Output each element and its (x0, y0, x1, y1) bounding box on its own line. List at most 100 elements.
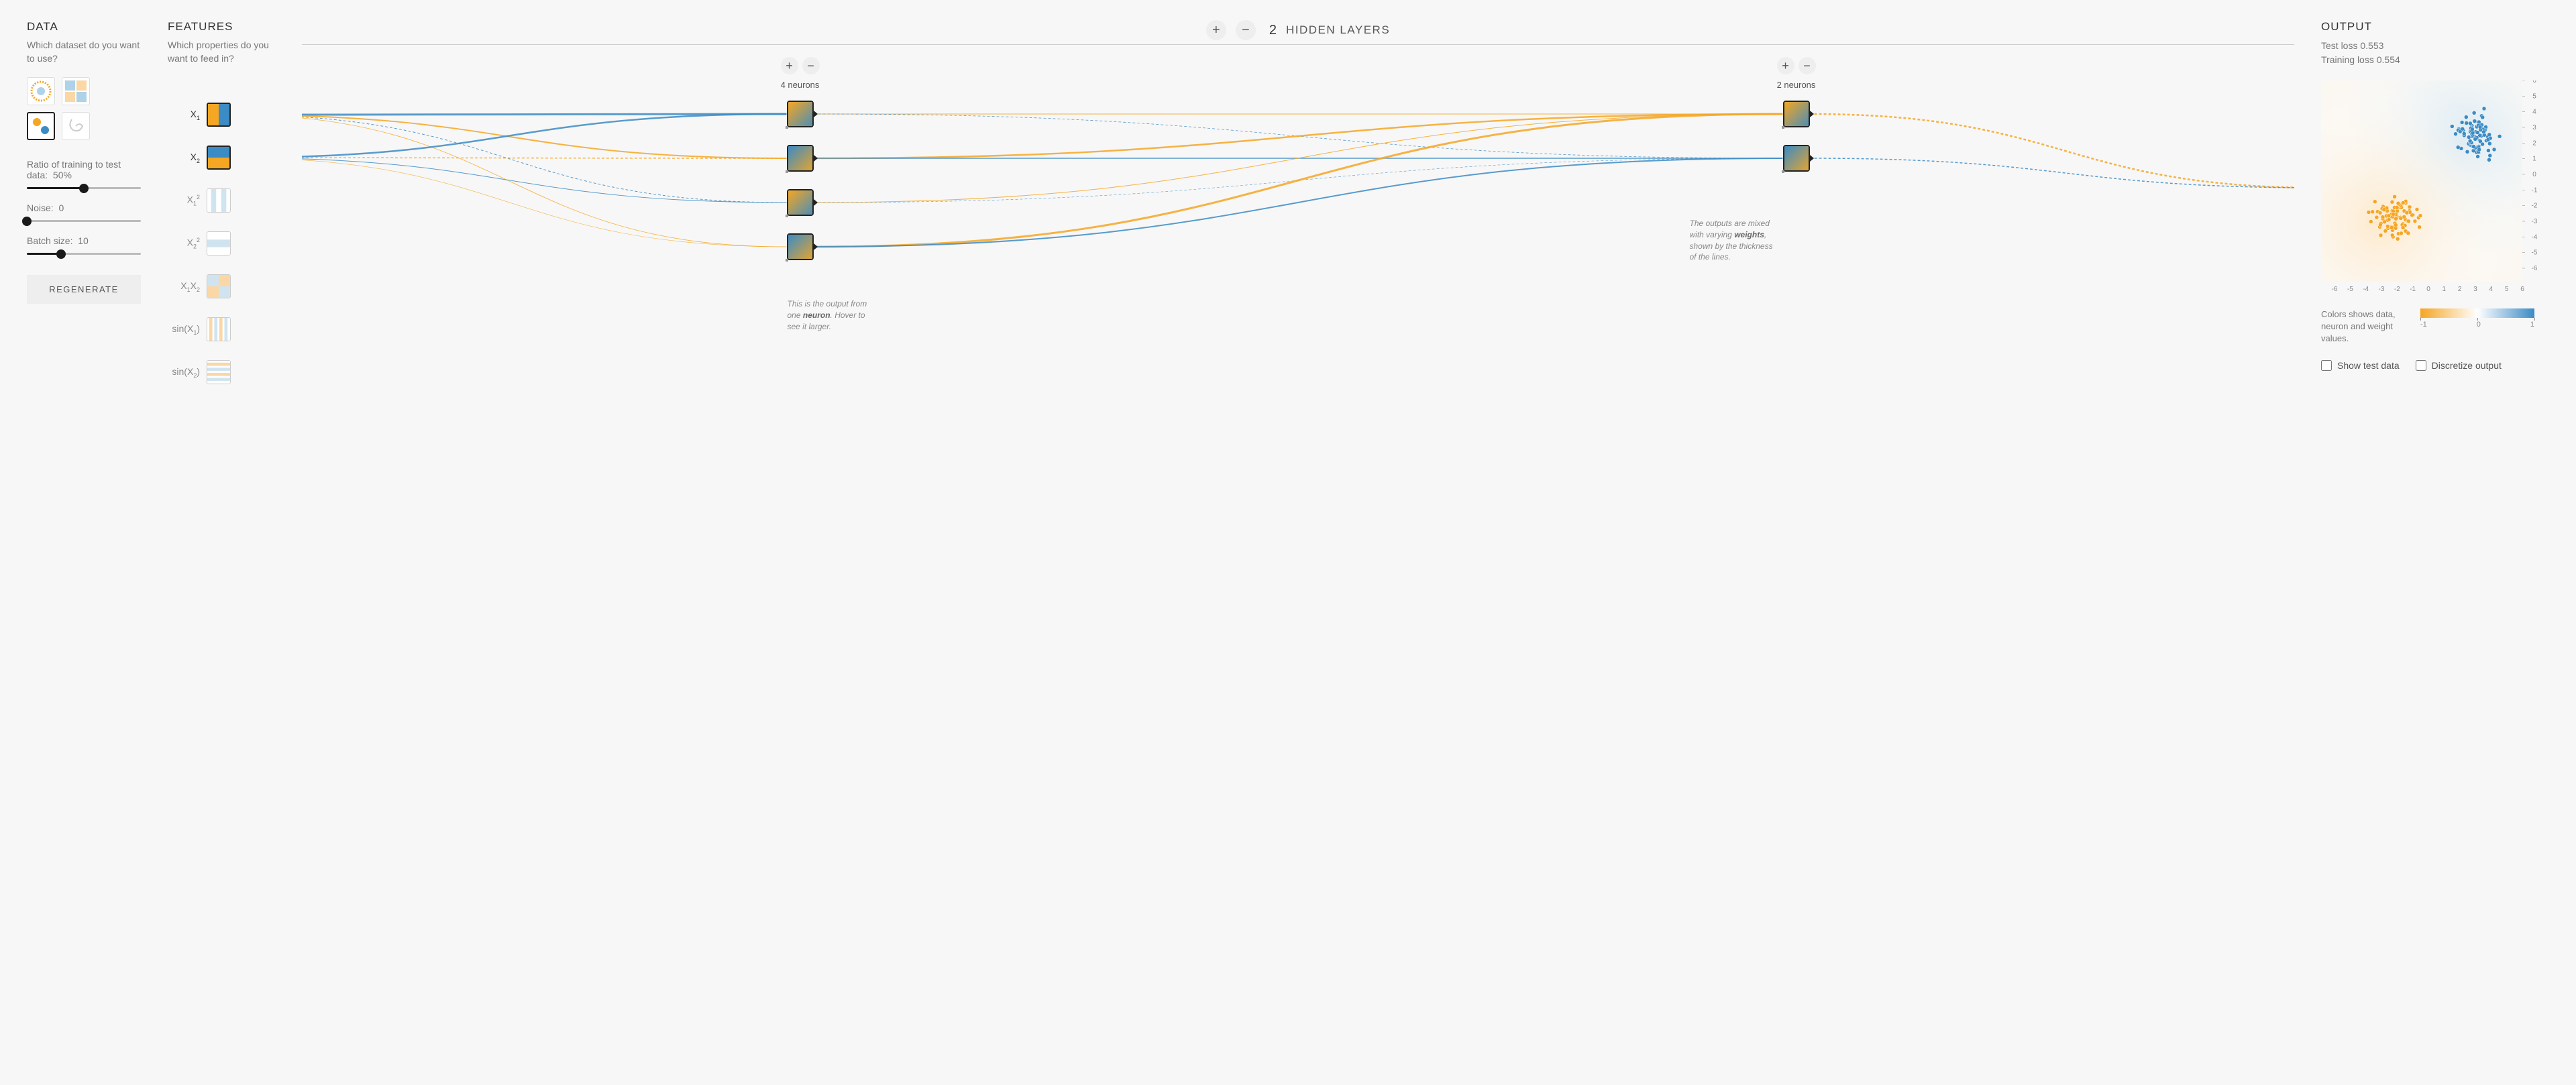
weights-annotation: The outputs are mixed with varying weigh… (1690, 218, 1777, 263)
svg-text:-2: -2 (2394, 286, 2400, 293)
dataset-grid (27, 77, 141, 140)
gradient-strip (2420, 308, 2534, 318)
neuron-0-3[interactable] (787, 233, 814, 260)
features-column: FEATURES Which properties do you want to… (168, 20, 275, 1065)
svg-text:5: 5 (2505, 286, 2509, 293)
layer-1-add-neuron[interactable]: + (1777, 57, 1794, 74)
svg-text:1: 1 (2532, 156, 2536, 163)
feature-label-sinx2: sin(X2) (168, 366, 200, 379)
layer-1-remove-neuron[interactable]: − (1799, 57, 1816, 74)
svg-text:-2: -2 (2532, 203, 2538, 210)
checkbox-input-0[interactable] (2321, 360, 2332, 371)
slider-0[interactable] (27, 187, 141, 189)
output-column: OUTPUT Test loss 0.553 Training loss 0.5… (2321, 20, 2549, 1065)
layer-1-label: 2 neurons (1777, 80, 1816, 90)
feature-x1[interactable]: X1 (168, 103, 275, 127)
layer-1-controls: + − (1777, 57, 1816, 74)
checkbox-row: Show test data Discretize output (2321, 360, 2549, 371)
feature-x2[interactable]: X2 (168, 146, 275, 170)
param-0: Ratio of training to test data: 50% (27, 159, 141, 189)
main-container: DATA Which dataset do you want to use? R… (0, 0, 2576, 1085)
neuron-0-0[interactable] (787, 101, 814, 127)
regenerate-button[interactable]: REGENERATE (27, 275, 141, 304)
svg-text:0: 0 (2426, 286, 2430, 293)
param-label-0: Ratio of training to test data: 50% (27, 159, 141, 180)
param-label-2: Batch size: 10 (27, 235, 141, 246)
layer-count-label: HIDDEN LAYERS (1286, 23, 1390, 37)
svg-text:6: 6 (2520, 286, 2524, 293)
neuron-1-0[interactable] (1783, 101, 1810, 127)
feature-x1sq[interactable]: X12 (168, 188, 275, 213)
svg-text:2: 2 (2532, 139, 2536, 147)
layer-1: + − 2 neurons (1777, 57, 1816, 339)
feature-sinx1[interactable]: sin(X1) (168, 317, 275, 341)
network-header: + − 2 HIDDEN LAYERS (302, 20, 2294, 40)
feature-thumb-x2sq (207, 231, 231, 255)
svg-text:-5: -5 (2532, 249, 2538, 257)
layer-0-add-neuron[interactable]: + (781, 57, 798, 74)
param-2: Batch size: 10 (27, 235, 141, 255)
gradient-ticks: -1 0 1 (2420, 321, 2534, 329)
connections-svg (302, 57, 2294, 339)
slider-1[interactable] (27, 220, 141, 222)
feature-thumb-sinx1 (207, 317, 231, 341)
svg-text:1: 1 (2443, 286, 2447, 293)
dataset-thumb-xor[interactable] (62, 77, 90, 105)
svg-text:5: 5 (2532, 93, 2536, 100)
svg-text:3: 3 (2532, 124, 2536, 131)
data-subtitle: Which dataset do you want to use? (27, 39, 141, 65)
feature-thumb-sinx2 (207, 360, 231, 384)
svg-text:-5: -5 (2347, 286, 2353, 293)
svg-text:0: 0 (2532, 171, 2536, 178)
svg-text:-1: -1 (2410, 286, 2416, 293)
feature-thumb-x1x2 (207, 274, 231, 298)
svg-text:-4: -4 (2532, 233, 2538, 241)
training-loss-line: Training loss 0.554 (2321, 53, 2549, 67)
checkbox-0[interactable]: Show test data (2321, 360, 2400, 371)
neuron-0-1[interactable] (787, 145, 814, 172)
feature-thumb-x1 (207, 103, 231, 127)
svg-text:-4: -4 (2363, 286, 2369, 293)
neuron-annotation: This is the output from one neuron. Hove… (788, 298, 875, 332)
feature-label-x1sq: X12 (168, 194, 200, 207)
dataset-thumb-circle[interactable] (27, 77, 55, 105)
feature-x1x2[interactable]: X1X2 (168, 274, 275, 298)
svg-text:2: 2 (2458, 286, 2462, 293)
remove-layer-button[interactable]: − (1236, 20, 1256, 40)
svg-text:-6: -6 (2532, 265, 2538, 272)
feature-label-x1x2: X1X2 (168, 280, 200, 293)
param-label-1: Noise: 0 (27, 203, 141, 213)
gradient-bar: -1 0 1 (2420, 308, 2534, 329)
feature-label-x1: X1 (168, 109, 200, 121)
svg-text:4: 4 (2532, 109, 2536, 116)
dataset-thumb-spiral[interactable] (62, 112, 90, 140)
features-title: FEATURES (168, 20, 275, 34)
layer-0-remove-neuron[interactable]: − (802, 57, 820, 74)
dataset-thumb-gauss[interactable] (27, 112, 55, 140)
checkbox-input-1[interactable] (2416, 360, 2426, 371)
data-title: DATA (27, 20, 141, 34)
svg-text:-3: -3 (2379, 286, 2385, 293)
svg-text:-1: -1 (2532, 186, 2538, 194)
feature-x2sq[interactable]: X22 (168, 231, 275, 255)
checkbox-1[interactable]: Discretize output (2416, 360, 2502, 371)
network-column: + − 2 HIDDEN LAYERS + − 4 neurons + (302, 20, 2294, 1065)
layer-0-controls: + − (781, 57, 820, 74)
feature-label-x2sq: X22 (168, 237, 200, 249)
slider-2[interactable] (27, 253, 141, 255)
feature-sinx2[interactable]: sin(X2) (168, 360, 275, 384)
feature-label-x2: X2 (168, 152, 200, 164)
layer-count: 2 (1269, 23, 1277, 38)
svg-text:4: 4 (2489, 286, 2493, 293)
neuron-1-1[interactable] (1783, 145, 1810, 172)
svg-text:-3: -3 (2532, 218, 2538, 225)
param-1: Noise: 0 (27, 203, 141, 222)
svg-text:-6: -6 (2332, 286, 2338, 293)
data-column: DATA Which dataset do you want to use? R… (27, 20, 141, 1065)
neuron-0-2[interactable] (787, 189, 814, 216)
add-layer-button[interactable]: + (1206, 20, 1226, 40)
features-subtitle: Which properties do you want to feed in? (168, 39, 275, 65)
feature-thumb-x2 (207, 146, 231, 170)
feature-label-sinx1: sin(X1) (168, 323, 200, 336)
output-title: OUTPUT (2321, 20, 2549, 34)
